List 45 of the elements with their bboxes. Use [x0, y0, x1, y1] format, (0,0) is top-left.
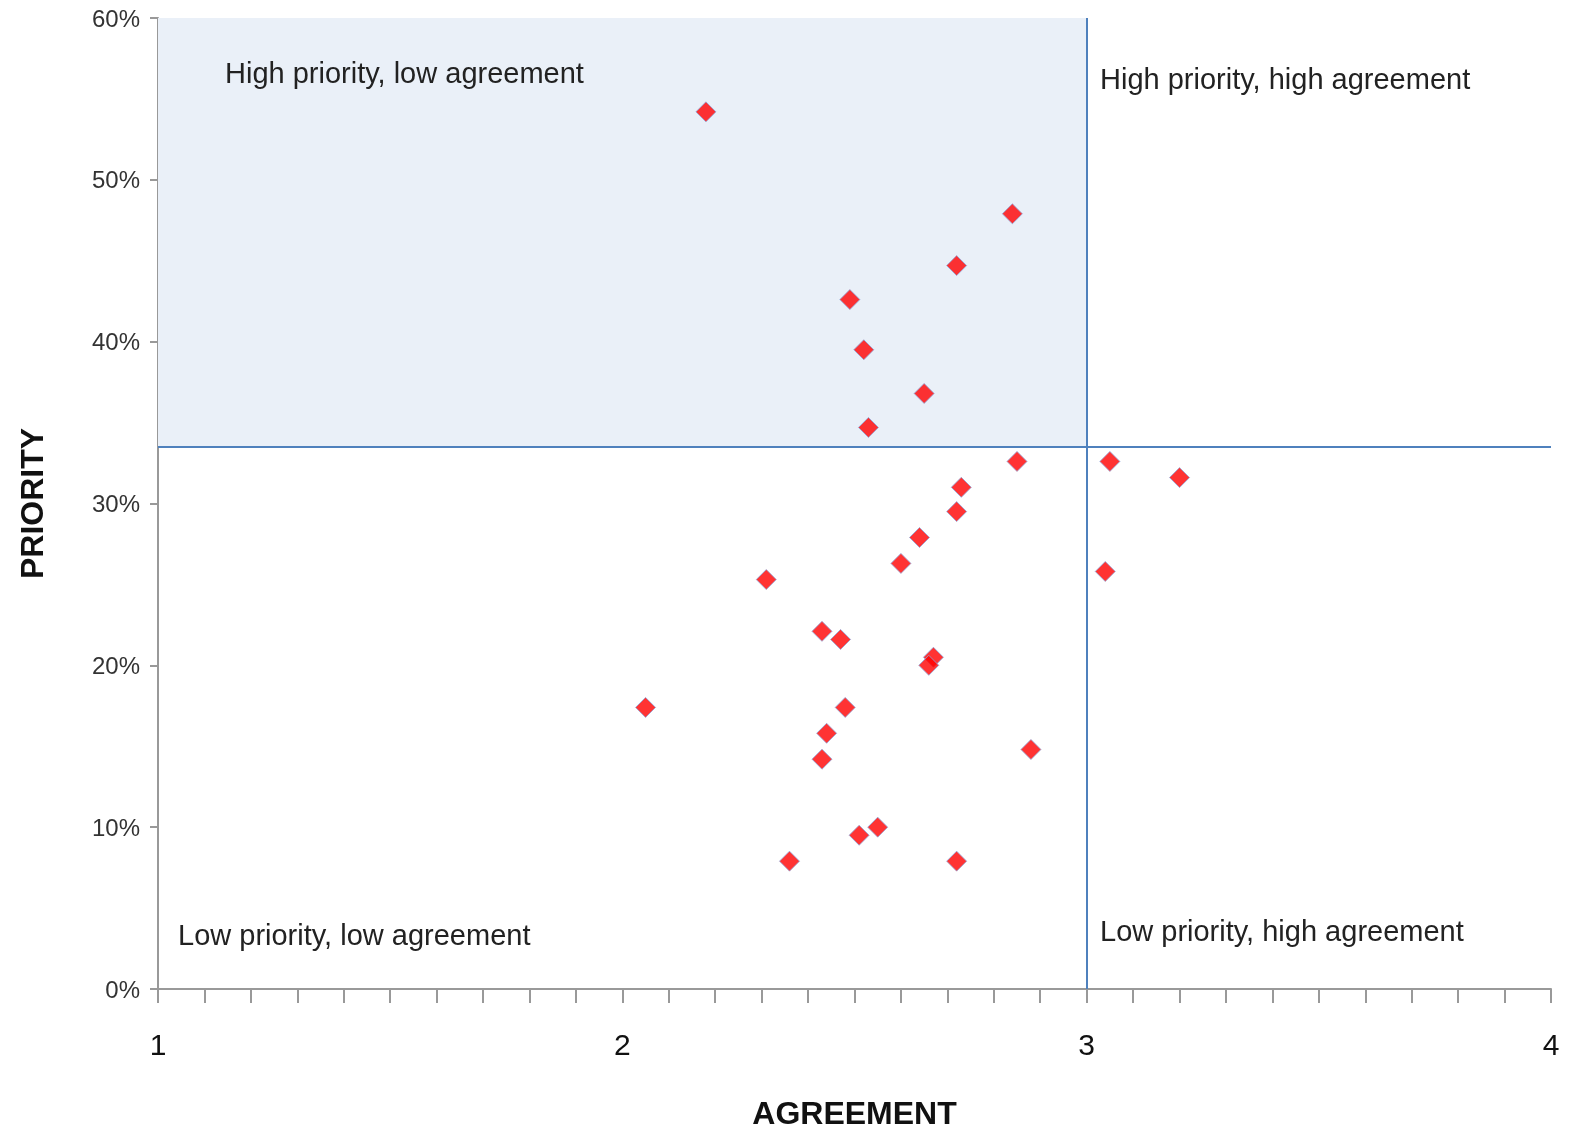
point	[1094, 560, 1116, 582]
point	[946, 255, 968, 277]
y-tick-label: 50%	[91, 166, 140, 194]
point	[950, 476, 972, 498]
y-axis-title: PRIORITY	[14, 427, 50, 580]
x-tick-label: 2	[613, 1027, 631, 1061]
point	[946, 850, 968, 872]
y-tick-label: 30%	[91, 490, 140, 517]
point	[857, 416, 879, 438]
point	[816, 722, 838, 744]
point	[909, 526, 931, 548]
point	[913, 382, 935, 404]
point	[1169, 467, 1191, 489]
point	[890, 552, 912, 574]
x-tick-label: 3	[1078, 1027, 1096, 1061]
y-tick-label: 60%	[91, 4, 140, 32]
point	[867, 816, 889, 838]
point	[695, 101, 717, 123]
point	[635, 696, 657, 718]
point	[1020, 738, 1042, 760]
point	[834, 696, 856, 718]
point	[1099, 450, 1121, 472]
point	[1006, 450, 1028, 472]
point	[755, 569, 777, 591]
x-tick-label: 4	[1542, 1027, 1560, 1061]
point	[1001, 203, 1023, 225]
point	[778, 850, 800, 872]
annotation: High priority, high agreement	[1100, 62, 1471, 95]
point	[839, 289, 861, 311]
point	[848, 824, 870, 846]
point	[811, 620, 833, 642]
x-axis-title: AGREEMENT	[752, 1095, 958, 1131]
y-tick-label: 10%	[91, 813, 140, 841]
annotation: Low priority, low agreement	[178, 918, 531, 951]
y-tick-label: 20%	[91, 651, 140, 679]
point	[946, 501, 968, 523]
point	[853, 339, 875, 361]
y-tick-label: 0%	[105, 975, 140, 1003]
point	[811, 748, 833, 770]
x-tick-label: 1	[149, 1027, 167, 1061]
annotation: Low priority, high agreement	[1100, 914, 1464, 947]
annotation: High priority, low agreement	[225, 56, 584, 89]
point	[830, 628, 852, 650]
point	[918, 654, 940, 676]
y-tick-label: 40%	[91, 328, 140, 356]
